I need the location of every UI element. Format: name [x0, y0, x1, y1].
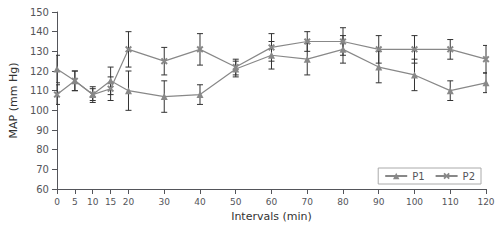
svg-text:90: 90 — [373, 197, 385, 207]
svg-text:80: 80 — [337, 197, 349, 207]
svg-text:150: 150 — [30, 7, 49, 18]
svg-text:50: 50 — [230, 197, 242, 207]
svg-text:60: 60 — [36, 184, 49, 195]
svg-text:70: 70 — [36, 164, 49, 175]
svg-text:0: 0 — [54, 197, 60, 207]
svg-text:130: 130 — [30, 46, 49, 57]
svg-text:MAP (mm Hg): MAP (mm Hg) — [7, 63, 20, 139]
svg-text:110: 110 — [442, 197, 459, 207]
svg-text:60: 60 — [266, 197, 278, 207]
svg-text:110: 110 — [30, 85, 49, 96]
svg-text:5: 5 — [72, 197, 78, 207]
svg-text:40: 40 — [194, 197, 206, 207]
svg-text:80: 80 — [36, 144, 49, 155]
svg-text:10: 10 — [87, 197, 99, 207]
svg-text:P1: P1 — [412, 171, 424, 182]
svg-text:100: 100 — [406, 197, 423, 207]
svg-text:120: 120 — [30, 66, 49, 77]
svg-text:30: 30 — [159, 197, 171, 207]
svg-text:100: 100 — [30, 105, 49, 116]
svg-text:20: 20 — [123, 197, 135, 207]
svg-text:140: 140 — [30, 26, 49, 37]
svg-text:90: 90 — [36, 125, 49, 136]
svg-text:Intervals (min): Intervals (min) — [231, 210, 312, 223]
svg-text:P2: P2 — [463, 171, 475, 182]
svg-text:120: 120 — [477, 197, 494, 207]
svg-text:70: 70 — [302, 197, 314, 207]
svg-text:15: 15 — [105, 197, 116, 207]
